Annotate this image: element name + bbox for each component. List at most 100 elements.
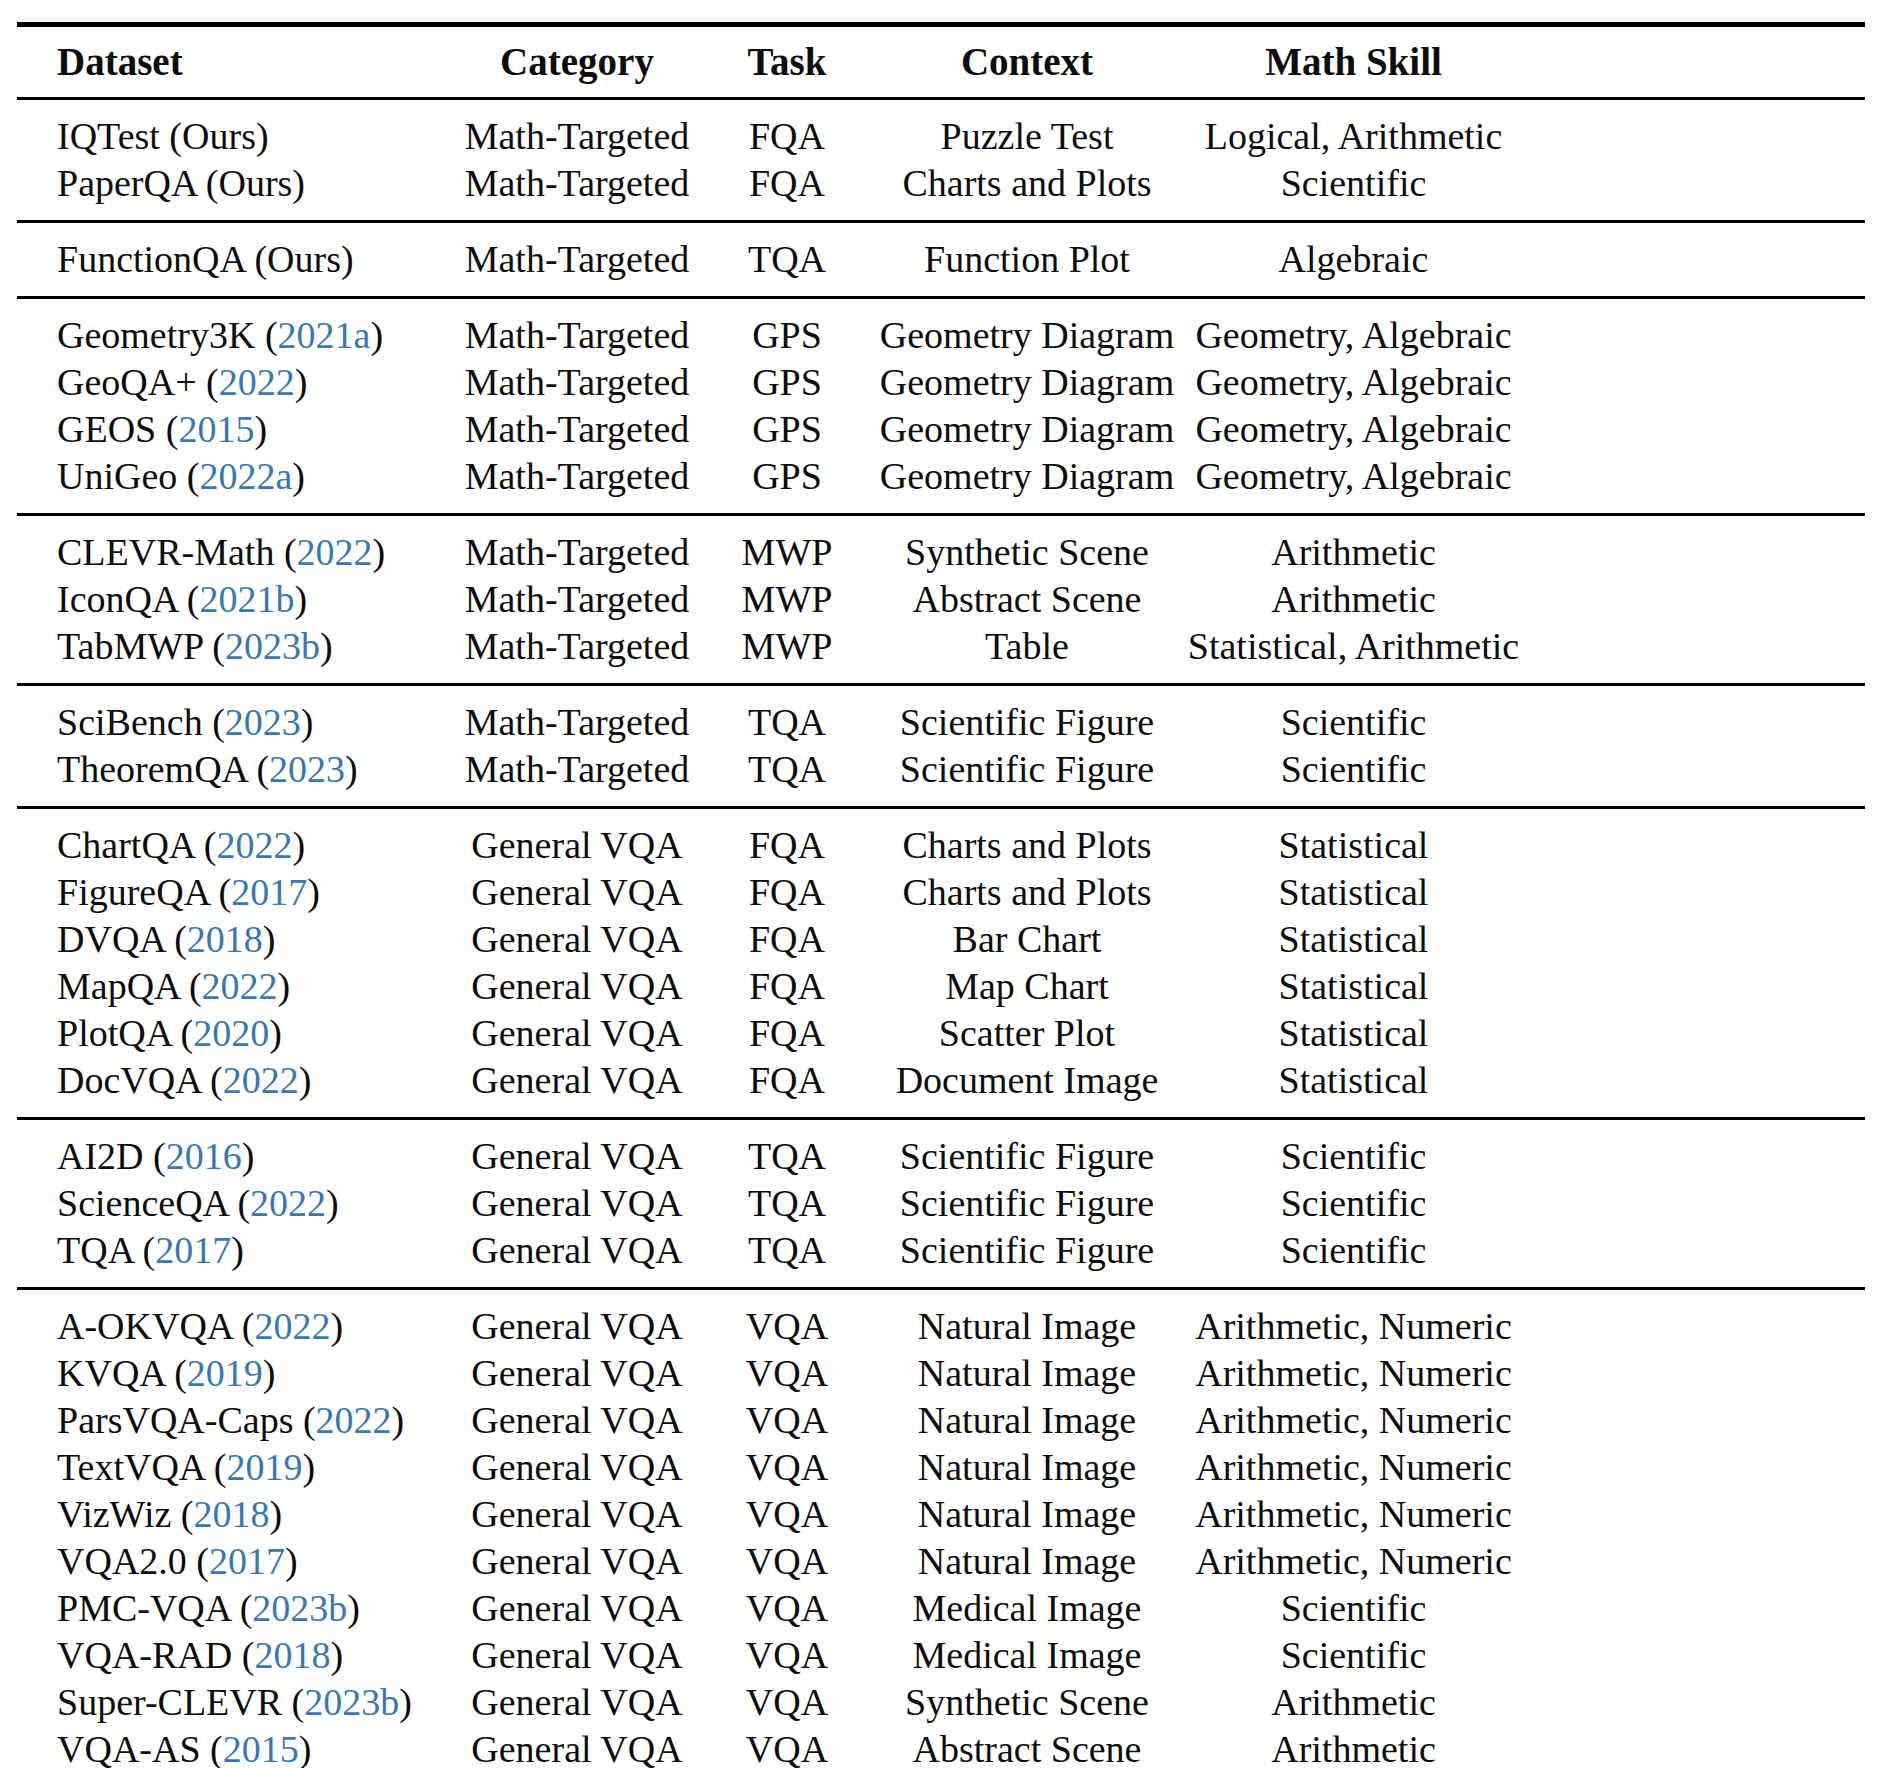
citation-link[interactable]: 2023: [225, 701, 301, 743]
table-header: Dataset Category Task Context Math Skill: [17, 25, 1865, 99]
dataset-name-cell: KVQA (2019): [17, 1350, 452, 1397]
citation-link[interactable]: 2015: [223, 1728, 299, 1768]
datasets-table: Dataset Category Task Context Math Skill…: [17, 22, 1865, 1768]
category-cell: Math-Targeted: [452, 359, 702, 406]
math-skill-cell: Scientific: [1182, 685, 1865, 747]
citation-link[interactable]: 2022a: [199, 455, 292, 497]
task-cell: TQA: [702, 746, 872, 808]
category-cell: General VQA: [452, 1180, 702, 1227]
task-cell: GPS: [702, 359, 872, 406]
dataset-group: IQTest (Ours)Math-TargetedFQAPuzzle Test…: [17, 99, 1865, 222]
citation-link[interactable]: 2021a: [278, 314, 371, 356]
math-skill-cell: Statistical: [1182, 1057, 1865, 1119]
task-cell: FQA: [702, 869, 872, 916]
citation-link[interactable]: 2019: [226, 1446, 302, 1488]
citation-link[interactable]: 2021b: [199, 578, 294, 620]
task-cell: FQA: [702, 808, 872, 870]
math-skill-cell: Arithmetic, Numeric: [1182, 1289, 1865, 1351]
dataset-name-cell: FigureQA (2017): [17, 869, 452, 916]
math-skill-cell: Arithmetic: [1182, 576, 1865, 623]
citation-link[interactable]: 2022: [202, 965, 278, 1007]
category-cell: General VQA: [452, 1057, 702, 1119]
table-row: DVQA (2018)General VQAFQABar ChartStatis…: [17, 916, 1865, 963]
citation-link[interactable]: 2018: [187, 918, 263, 960]
citation-link[interactable]: 2022: [216, 824, 292, 866]
table-row: ChartQA (2022)General VQAFQACharts and P…: [17, 808, 1865, 870]
dataset-name-cell: PaperQA (Ours): [17, 160, 452, 222]
table-row: AI2D (2016)General VQATQAScientific Figu…: [17, 1119, 1865, 1181]
citation-link[interactable]: 2018: [194, 1493, 270, 1535]
math-skill-cell: Scientific: [1182, 160, 1865, 222]
category-cell: General VQA: [452, 1350, 702, 1397]
table-row: CLEVR-Math (2022)Math-TargetedMWPSynthet…: [17, 515, 1865, 577]
category-cell: General VQA: [452, 1585, 702, 1632]
context-cell: Scientific Figure: [872, 746, 1182, 808]
citation-link[interactable]: 2017: [155, 1229, 231, 1271]
citation-link[interactable]: 2022: [297, 531, 373, 573]
category-cell: General VQA: [452, 1679, 702, 1726]
category-cell: General VQA: [452, 1010, 702, 1057]
context-cell: Scientific Figure: [872, 1180, 1182, 1227]
math-skill-cell: Statistical: [1182, 1010, 1865, 1057]
table-row: PlotQA (2020)General VQAFQAScatter PlotS…: [17, 1010, 1865, 1057]
category-cell: Math-Targeted: [452, 576, 702, 623]
citation-link[interactable]: 2023b: [252, 1587, 347, 1629]
citation-link[interactable]: 2023: [269, 748, 345, 790]
dataset-group: Geometry3K (2021a)Math-TargetedGPSGeomet…: [17, 298, 1865, 515]
category-cell: Math-Targeted: [452, 222, 702, 298]
category-cell: Math-Targeted: [452, 99, 702, 161]
task-cell: FQA: [702, 916, 872, 963]
category-cell: General VQA: [452, 1632, 702, 1679]
citation-link[interactable]: 2022: [250, 1182, 326, 1224]
citation-link[interactable]: 2023b: [225, 625, 320, 667]
dataset-name-cell: A-OKVQA (2022): [17, 1289, 452, 1351]
task-cell: MWP: [702, 623, 872, 685]
table-row: ParsVQA-Caps (2022)General VQAVQANatural…: [17, 1397, 1865, 1444]
citation-link[interactable]: 2017: [231, 871, 307, 913]
column-header-context: Context: [872, 25, 1182, 99]
category-cell: Math-Targeted: [452, 746, 702, 808]
math-skill-cell: Scientific: [1182, 1119, 1865, 1181]
context-cell: Natural Image: [872, 1538, 1182, 1585]
citation-link[interactable]: 2022: [219, 361, 295, 403]
context-cell: Document Image: [872, 1057, 1182, 1119]
dataset-name-cell: SciBench (2023): [17, 685, 452, 747]
dataset-name-cell: VQA-AS (2015): [17, 1726, 452, 1768]
context-cell: Abstract Scene: [872, 1726, 1182, 1768]
citation-link[interactable]: 2023b: [304, 1681, 399, 1723]
citation-link[interactable]: 2020: [193, 1012, 269, 1054]
task-cell: VQA: [702, 1632, 872, 1679]
task-cell: FQA: [702, 1010, 872, 1057]
table-row: VQA-AS (2015)General VQAVQAAbstract Scen…: [17, 1726, 1865, 1768]
citation-link[interactable]: 2019: [187, 1352, 263, 1394]
citation-link[interactable]: 2017: [209, 1540, 285, 1582]
citation-link[interactable]: 2018: [254, 1634, 330, 1676]
category-cell: General VQA: [452, 1397, 702, 1444]
category-cell: General VQA: [452, 963, 702, 1010]
math-skill-cell: Arithmetic, Numeric: [1182, 1491, 1865, 1538]
citation-link[interactable]: 2015: [178, 408, 254, 450]
column-header-category: Category: [452, 25, 702, 99]
column-header-math-skill: Math Skill: [1182, 25, 1865, 99]
citation-link[interactable]: 2022: [316, 1399, 392, 1441]
citation-link[interactable]: 2022: [223, 1059, 299, 1101]
category-cell: Math-Targeted: [452, 160, 702, 222]
task-cell: FQA: [702, 99, 872, 161]
task-cell: GPS: [702, 453, 872, 515]
dataset-name-cell: GeoQA+ (2022): [17, 359, 452, 406]
category-cell: General VQA: [452, 1289, 702, 1351]
math-skill-cell: Arithmetic: [1182, 515, 1865, 577]
context-cell: Natural Image: [872, 1444, 1182, 1491]
task-cell: VQA: [702, 1444, 872, 1491]
task-cell: MWP: [702, 576, 872, 623]
dataset-name-cell: DVQA (2018): [17, 916, 452, 963]
dataset-name-cell: VizWiz (2018): [17, 1491, 452, 1538]
citation-link[interactable]: 2022: [254, 1305, 330, 1347]
citation-link[interactable]: 2016: [166, 1135, 242, 1177]
category-cell: General VQA: [452, 1444, 702, 1491]
dataset-name-cell: Super-CLEVR (2023b): [17, 1679, 452, 1726]
task-cell: GPS: [702, 406, 872, 453]
math-skill-cell: Statistical: [1182, 916, 1865, 963]
table-row: SciBench (2023)Math-TargetedTQAScientifi…: [17, 685, 1865, 747]
dataset-name-cell: ScienceQA (2022): [17, 1180, 452, 1227]
